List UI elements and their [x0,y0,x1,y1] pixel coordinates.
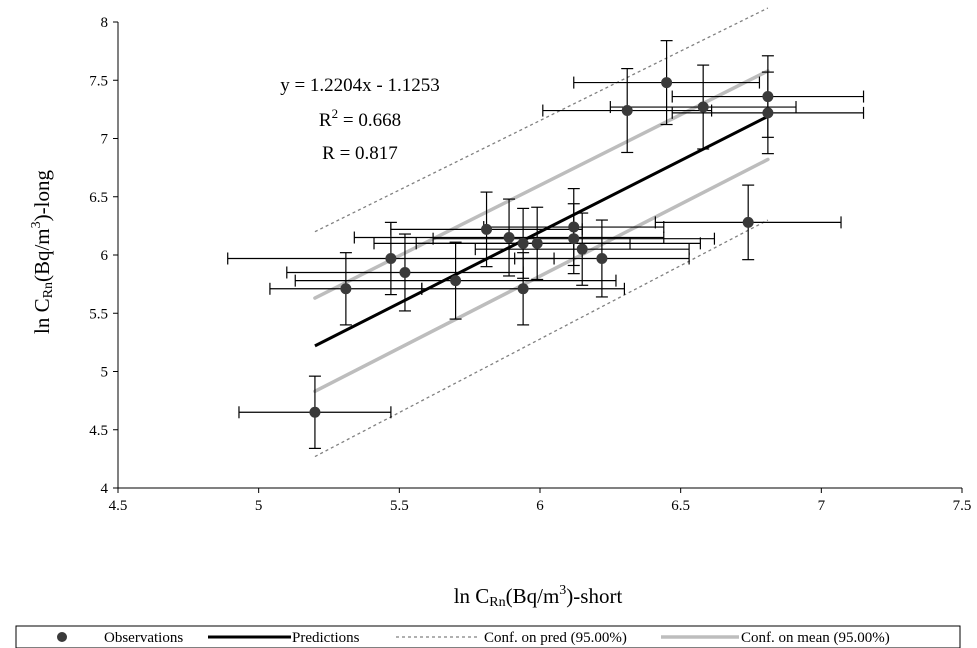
y-tick-label: 5.5 [89,306,108,322]
x-tick-label: 5.5 [390,498,409,514]
legend-box [15,625,961,648]
observation-point [309,406,321,418]
observation-point [596,252,608,264]
equation-annotation: y = 1.2204x - 1.1253 [280,75,440,96]
observation-point [517,283,529,295]
y-tick-label: 7.5 [89,73,108,89]
legend-predictions-label: Predictions [292,630,360,646]
observation-point [742,216,754,228]
y-tick-label: 5 [101,365,109,381]
observation-point [697,101,709,113]
observation-point [621,105,633,117]
x-axis-ticks: 4.5 5 5.5 6 6.5 7 7.5 [109,488,972,514]
observation-point [661,77,673,89]
r-squared-annotation: R2 = 0.668 [319,106,401,131]
legend-observations-label: Observations [104,630,183,646]
observation-point [385,252,397,264]
legend-conf-mean-label: Conf. on mean (95.00%) [741,630,890,646]
legend: Observations Predictions Conf. on pred (… [15,625,961,648]
prediction-line [314,115,769,348]
observation-point [517,237,529,249]
x-tick-label: 4.5 [109,498,128,514]
x-tick-label: 6 [536,498,544,514]
observation-point [531,237,543,249]
observation-point [503,232,515,244]
y-axis-title: ln CRn(Bq/m3)-long [29,170,56,334]
observation-point [762,91,774,103]
observation-point [576,243,588,255]
y-tick-label: 6.5 [89,190,108,206]
conf-mean-lower-line [313,157,770,394]
r-annotation: R = 0.817 [322,143,398,164]
observation-point [450,275,462,287]
observation-point [568,221,580,233]
observation-points [309,77,774,418]
conf-pred-upper-line [314,7,769,233]
y-tick-label: 6 [101,248,109,264]
y-tick-label: 4.5 [89,423,108,439]
y-tick-label: 4 [101,481,109,497]
observation-point [481,223,493,235]
x-tick-label: 5 [255,498,263,514]
observation-point [762,107,774,119]
x-tick-label: 7.5 [953,498,972,514]
prediction-line-segment [314,115,769,348]
y-tick-label: 8 [101,15,109,31]
x-tick-label: 7 [818,498,826,514]
y-axis-ticks: 4 4.5 5 5.5 6 6.5 7 7.5 8 [89,15,118,497]
observation-point [568,233,580,245]
legend-conf-pred-label: Conf. on pred (95.00%) [484,630,627,646]
observation-point [340,283,352,295]
observation-point [399,266,411,278]
y-tick-label: 7 [101,132,109,148]
x-axis-title: ln CRn(Bq/m3)-short [454,583,623,610]
x-tick-label: 6.5 [671,498,690,514]
legend-observations-marker [57,632,67,642]
